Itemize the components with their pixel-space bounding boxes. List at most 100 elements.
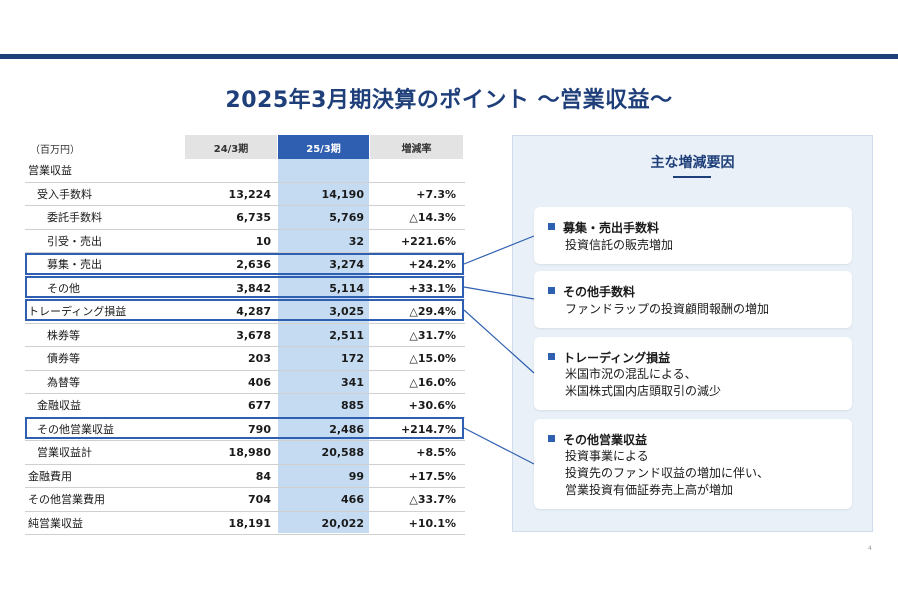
- column-header-change: 増減率: [370, 135, 463, 159]
- table-row: 営業収益計 18,980 20,588 +8.5%: [25, 441, 465, 465]
- row-label: 金融費用: [28, 469, 72, 483]
- bullet-square-icon: [548, 353, 555, 360]
- value-change: +10.1%: [408, 516, 456, 530]
- value-change: △31.7%: [409, 328, 456, 342]
- value-current: 14,190: [321, 187, 364, 201]
- row-label: トレーディング損益: [28, 305, 127, 318]
- row-label: 募集・売出: [47, 258, 102, 271]
- factor-text: 投資事業による: [565, 449, 649, 463]
- value-current: 3,025: [329, 305, 364, 318]
- table-row: 委託手数料 6,735 5,769 △14.3%: [25, 206, 465, 230]
- value-prev: 3,678: [236, 328, 271, 342]
- value-prev: 790: [248, 422, 271, 436]
- value-prev: 4,287: [236, 305, 271, 318]
- factor-text: 営業投資有価証券売上高が増加: [565, 483, 734, 497]
- factor-card: その他営業収益 投資事業による 投資先のファンド収益の増加に伴い、 営業投資有価…: [534, 419, 852, 509]
- unit-label: （百万円）: [30, 145, 80, 156]
- row-label: その他営業収益: [37, 422, 114, 436]
- value-current: 20,022: [321, 516, 364, 530]
- value-current: 172: [341, 352, 364, 365]
- value-current: 99: [348, 469, 364, 483]
- factor-card: その他手数料 ファンドラップの投資顧問報酬の増加: [534, 271, 852, 328]
- row-label: 受入手数料: [37, 187, 92, 201]
- bullet-square-icon: [548, 287, 555, 294]
- row-label: 株券等: [47, 328, 80, 342]
- value-change: △14.3%: [409, 211, 456, 224]
- value-change: △29.4%: [409, 305, 456, 318]
- value-prev: 406: [248, 375, 271, 389]
- factor-text: ファンドラップの投資顧問報酬の増加: [565, 302, 770, 316]
- value-prev: 6,735: [236, 211, 271, 224]
- table-row: 営業収益: [25, 159, 465, 183]
- row-label: 金融収益: [37, 399, 81, 412]
- factor-title: その他手数料: [563, 285, 636, 299]
- highlight-box-other-fees: [25, 276, 464, 298]
- row-label: 債券等: [47, 352, 80, 365]
- value-current: 341: [341, 375, 364, 389]
- value-change: +7.3%: [416, 187, 456, 201]
- row-label: 委託手数料: [47, 211, 102, 224]
- row-label: 純営業収益: [28, 516, 83, 530]
- bullet-square-icon: [548, 223, 555, 230]
- row-label: その他: [47, 281, 80, 295]
- highlight-box-trading: [25, 299, 464, 321]
- value-current: 885: [341, 399, 364, 412]
- value-prev: 203: [248, 352, 271, 365]
- value-change: +221.6%: [400, 234, 456, 248]
- value-prev: 13,224: [228, 187, 271, 201]
- table-row: 純営業収益 18,191 20,022 +10.1%: [25, 512, 465, 535]
- page-title: 2025年3月期決算のポイント ～営業収益～: [225, 88, 673, 113]
- value-change: +214.7%: [400, 422, 456, 436]
- factor-card: トレーディング損益 米国市況の混乱による、 米国株式国内店頭取引の減少: [534, 337, 852, 410]
- row-label: 為替等: [47, 375, 80, 389]
- value-change: +33.1%: [408, 281, 456, 295]
- factor-title: 募集・売出手数料: [563, 221, 660, 235]
- column-header-prev: 24/3期: [185, 135, 277, 159]
- table-row: 金融収益 677 885 +30.6%: [25, 394, 465, 418]
- value-change: △16.0%: [409, 375, 456, 389]
- table-row: 債券等 203 172 △15.0%: [25, 347, 465, 371]
- panel-title: 主な増減要因: [650, 155, 735, 171]
- value-prev: 3,842: [236, 281, 271, 295]
- value-change: +17.5%: [408, 469, 456, 483]
- value-current: 20,588: [321, 446, 364, 459]
- table-row: 為替等 406 341 △16.0%: [25, 371, 465, 394]
- row-label: 引受・売出: [47, 234, 102, 248]
- value-prev: 2,636: [236, 258, 271, 271]
- factor-text: 米国株式国内店頭取引の減少: [565, 384, 722, 398]
- page-number: 4: [868, 545, 872, 552]
- value-change: △15.0%: [409, 352, 456, 365]
- value-current: 5,114: [329, 281, 364, 295]
- factor-title: トレーディング損益: [563, 351, 671, 365]
- table-row: 引受・売出 10 32 +221.6%: [25, 230, 465, 253]
- bullet-square-icon: [548, 435, 555, 442]
- row-label: 営業収益: [28, 164, 72, 177]
- value-change: +24.2%: [408, 258, 456, 271]
- column-header-current: 25/3期: [278, 135, 369, 159]
- value-prev: 704: [248, 493, 271, 506]
- highlight-box-other-operating: [25, 417, 464, 439]
- value-prev: 18,191: [228, 516, 271, 530]
- value-current: 466: [341, 493, 364, 506]
- table-row: 株券等 3,678 2,511 △31.7%: [25, 324, 465, 347]
- value-prev: 18,980: [228, 446, 271, 459]
- value-prev: 677: [248, 399, 271, 412]
- table-row: その他営業収益 790 2,486 +214.7%: [25, 418, 465, 441]
- value-current: 2,486: [329, 422, 364, 436]
- value-change: +8.5%: [416, 446, 456, 459]
- current-period-column-shading: [278, 159, 369, 533]
- factor-text: 投資信託の販売増加: [565, 238, 674, 252]
- table-row: 金融費用 84 99 +17.5%: [25, 465, 465, 488]
- factor-text: 投資先のファンド収益の増加に伴い、: [565, 466, 770, 480]
- panel-title-underline: [673, 176, 711, 178]
- value-prev: 10: [255, 234, 271, 248]
- value-current: 3,274: [329, 258, 364, 271]
- factor-text: 米国市況の混乱による、: [565, 367, 697, 381]
- factor-title: その他営業収益: [563, 433, 648, 447]
- table-row: トレーディング損益 4,287 3,025 △29.4%: [25, 300, 465, 324]
- value-current: 2,511: [329, 328, 364, 342]
- table-row: 受入手数料 13,224 14,190 +7.3%: [25, 183, 465, 206]
- top-rule: [0, 54, 898, 59]
- value-change: △33.7%: [409, 493, 456, 506]
- highlight-box-underwriting: [25, 253, 464, 275]
